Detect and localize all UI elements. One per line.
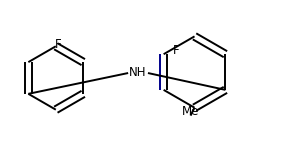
- Text: NH: NH: [129, 66, 147, 79]
- Text: F: F: [55, 38, 61, 51]
- Text: Me: Me: [182, 105, 199, 118]
- Text: F: F: [172, 44, 179, 57]
